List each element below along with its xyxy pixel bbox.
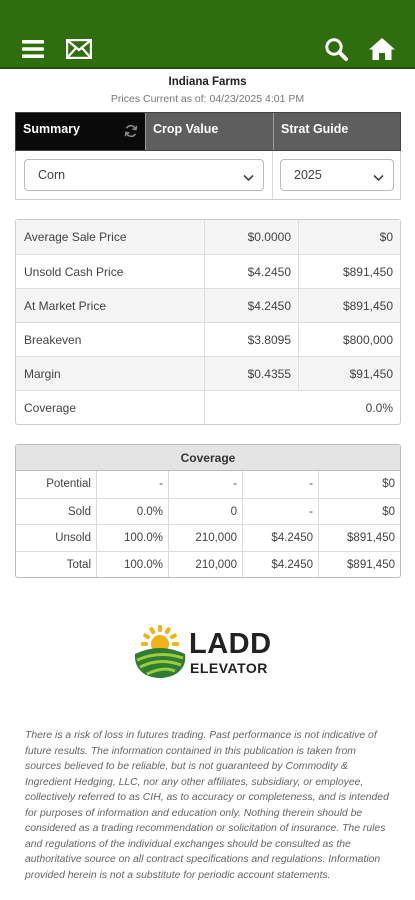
row-percent: - (96, 471, 168, 498)
row-label: Total (66, 558, 91, 571)
row-label: Breakeven (24, 333, 82, 347)
crop-select-value: Corn (38, 168, 66, 182)
table-row: Unsold Cash Price $4.2450 $891,450 (16, 254, 400, 288)
table-row: Average Sale Price $0.0000 $0 (16, 220, 400, 254)
table-row: Coverage 0.0% (16, 390, 400, 424)
menu-icon[interactable] (18, 34, 48, 64)
row-price: $0.0000 (204, 220, 298, 254)
row-label: Unsold Cash Price (24, 265, 124, 279)
row-quantity: - (168, 471, 242, 498)
table-row: Sold 0.0% 0 - $0 (16, 497, 400, 524)
home-icon[interactable] (367, 34, 397, 64)
row-label: Unsold (55, 532, 91, 544)
chevron-down-icon (373, 171, 384, 185)
tab-crop-value[interactable]: Crop Value (145, 113, 273, 150)
tab-bar: Summary Crop Value Strat Guide (15, 112, 401, 151)
table-row: Unsold 100.0% 210,000 $4.2450 $891,450 (16, 524, 400, 551)
year-select-value: 2025 (294, 168, 322, 182)
row-price: $4.2450 (242, 525, 318, 551)
row-value: $0 (318, 471, 400, 498)
row-price: - (242, 498, 318, 524)
logo-line2: ELEVATOR (190, 660, 268, 676)
table-row: At Market Price $4.2450 $891,450 (16, 288, 400, 322)
row-price: $4.2450 (204, 289, 298, 322)
disclaimer-text: There is a risk of loss in futures tradi… (25, 730, 389, 881)
tab-crop-value-label: Crop Value (153, 122, 219, 136)
coverage-title: Coverage (16, 445, 400, 471)
summary-table: Average Sale Price $0.0000 $0 Unsold Cas… (15, 219, 401, 425)
row-quantity: 210,000 (168, 551, 242, 577)
row-quantity: 210,000 (168, 525, 242, 551)
row-label: Margin (24, 367, 61, 381)
row-price: - (242, 471, 318, 498)
refresh-icon[interactable] (124, 124, 138, 141)
row-value: $0 (318, 498, 400, 524)
row-value: $891,450 (298, 255, 400, 288)
table-row: Total 100.0% 210,000 $4.2450 $891,450 (16, 550, 400, 577)
tab-summary[interactable]: Summary (16, 113, 145, 150)
row-label: Potential (46, 478, 91, 490)
ladd-elevator-logo: LADD ELEVATOR (133, 624, 293, 684)
farm-name: Indiana Farms (168, 76, 247, 88)
selector-divider (272, 151, 273, 199)
table-row: Margin $0.4355 $91,450 (16, 356, 400, 390)
row-value: $891,450 (318, 525, 400, 551)
crop-select[interactable]: Corn (24, 159, 264, 191)
selector-row: Corn 2025 (15, 151, 401, 200)
row-percent: 100.0% (96, 551, 168, 577)
year-select[interactable]: 2025 (280, 159, 394, 191)
row-value: 0.0% (204, 391, 400, 424)
row-price: $3.8095 (204, 323, 298, 356)
table-row: Potential - - - $0 (16, 471, 400, 498)
row-percent: 0.0% (96, 498, 168, 524)
prices-current-timestamp: Prices Current as of: 04/23/2025 4:01 PM (110, 93, 305, 105)
mail-icon[interactable] (64, 34, 94, 64)
row-value: $0 (298, 220, 400, 254)
row-price: $0.4355 (204, 357, 298, 390)
tab-strat-guide-label: Strat Guide (281, 122, 349, 136)
chevron-down-icon (243, 171, 254, 185)
coverage-table: Coverage Potential - - - $0 Sold 0.0% 0 … (15, 444, 401, 578)
row-label: Coverage (24, 401, 77, 415)
row-value: $91,450 (298, 357, 400, 390)
row-value: $800,000 (298, 323, 400, 356)
table-row: Breakeven $3.8095 $800,000 (16, 322, 400, 356)
row-label: At Market Price (24, 299, 107, 313)
row-quantity: 0 (168, 498, 242, 524)
top-app-bar (0, 0, 415, 69)
row-price: $4.2450 (242, 551, 318, 577)
logo-line1: LADD (189, 628, 272, 660)
row-value: $891,450 (318, 551, 400, 577)
search-icon[interactable] (321, 34, 351, 64)
sun-field-logo-icon (134, 625, 186, 678)
row-value: $891,450 (298, 289, 400, 322)
row-label: Average Sale Price (24, 230, 127, 244)
row-label: Sold (67, 505, 91, 518)
row-price: $4.2450 (204, 255, 298, 288)
row-percent: 100.0% (96, 525, 168, 551)
tab-summary-label: Summary (23, 122, 80, 136)
tab-strat-guide[interactable]: Strat Guide (273, 113, 400, 150)
